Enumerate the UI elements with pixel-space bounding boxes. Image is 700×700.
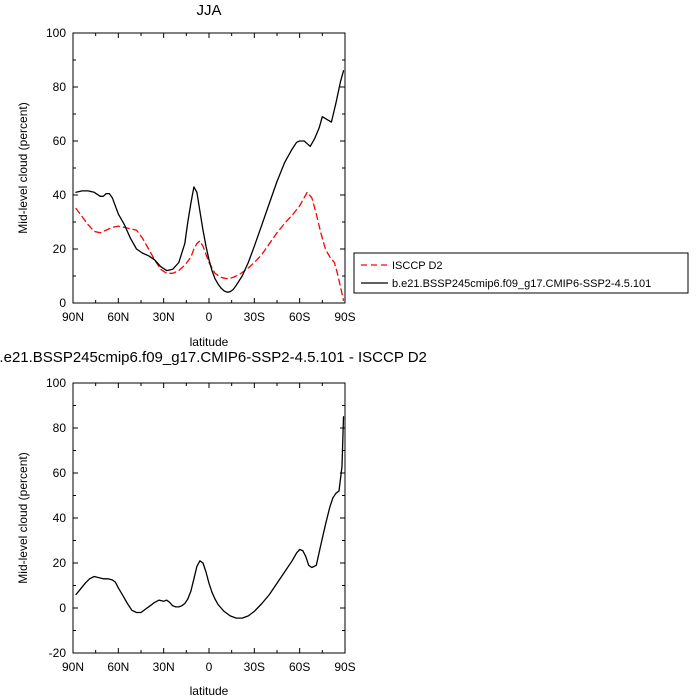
top-chart-x-tick-label: 30S <box>244 310 265 324</box>
bottom-chart-y-tick-label: 80 <box>53 421 67 435</box>
top-chart-marks <box>75 70 345 301</box>
bottom-chart-x-label: latitude <box>190 684 229 698</box>
top-chart-y-tick-label: 100 <box>46 26 66 40</box>
top-chart-title: JJA <box>196 2 221 19</box>
legend-box <box>353 252 689 294</box>
bottom-chart-y-tick-label: 60 <box>53 466 67 480</box>
bottom-chart-y-tick-label: -20 <box>49 646 67 660</box>
top-chart-x-label: latitude <box>190 335 229 349</box>
top-chart-y-tick-label: 80 <box>53 80 67 94</box>
top-chart-y-tick-label: 60 <box>53 134 67 148</box>
top-chart-series-line-1 <box>75 70 345 293</box>
bottom-chart-y-tick-label: 40 <box>53 511 67 525</box>
bottom-chart-x-tick-label: 90S <box>334 660 355 674</box>
top-chart-legend: ISCCP D2 b.e21.BSSP245cmip6.f09_g17.CMIP… <box>353 252 689 294</box>
bottom-chart-y-label: Mid-level cloud (percent) <box>16 452 30 583</box>
bottom-chart-marks <box>75 416 345 619</box>
legend-label-model: b.e21.BSSP245cmip6.f09_g17.CMIP6-SSP2-4.… <box>392 278 651 290</box>
legend-label-isccp: ISCCP D2 <box>392 260 443 272</box>
bottom-chart-x-tick-label: 60N <box>107 660 129 674</box>
top-chart-panel: JJA Mid-level cloud (percent) latitude 9… <box>16 2 356 349</box>
top-chart-y-tick-label: 20 <box>53 242 67 256</box>
bottom-chart-y-tick-label: 100 <box>46 376 66 390</box>
bottom-chart-x-tick-label: 30N <box>153 660 175 674</box>
top-chart-y-label: Mid-level cloud (percent) <box>16 102 30 233</box>
bottom-chart-frame <box>72 382 346 654</box>
bottom-chart-ticks: 90N 60N 30N 0 30S 60S 90S -20 0 20 40 60 80 100 <box>46 376 356 674</box>
top-chart-x-tick-label: 60S <box>289 310 310 324</box>
bottom-chart-y-tick-label: 20 <box>53 556 67 570</box>
top-chart-y-tick-label: 0 <box>59 296 66 310</box>
top-chart-ticks: 90N 60N 30N 0 30S 60S 90S 0 20 40 60 80 100 <box>46 26 356 324</box>
bottom-chart-x-tick-label: 30S <box>244 660 265 674</box>
bottom-chart-x-tick-label: 90N <box>62 660 84 674</box>
bottom-chart-y-tick-label: 0 <box>59 601 66 615</box>
top-chart-x-tick-label: 90N <box>62 310 84 324</box>
top-chart-y-tick-label: 40 <box>53 188 67 202</box>
bottom-chart-panel: b.e21.BSSP245cmip6.f09_g17.CMIP6-SSP2-4.… <box>0 349 427 698</box>
bottom-chart-x-tick-label: 60S <box>289 660 310 674</box>
top-chart-x-tick-label: 0 <box>206 310 213 324</box>
bottom-chart-x-tick-label: 0 <box>206 660 213 674</box>
top-chart-x-tick-label: 60N <box>107 310 129 324</box>
top-chart-x-tick-label: 30N <box>153 310 175 324</box>
bottom-chart-series-line-0 <box>75 416 345 619</box>
top-chart-x-tick-label: 90S <box>334 310 355 324</box>
bottom-chart-title: b.e21.BSSP245cmip6.f09_g17.CMIP6-SSP2-4.… <box>0 349 427 366</box>
